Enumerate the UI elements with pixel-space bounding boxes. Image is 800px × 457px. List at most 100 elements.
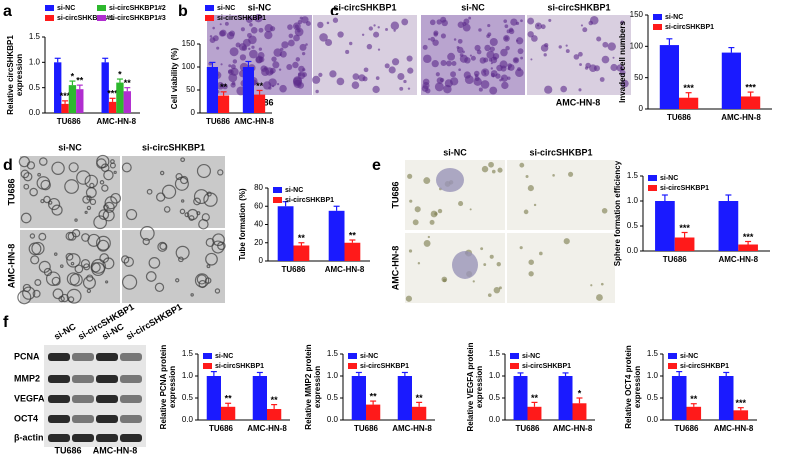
cell bbox=[301, 52, 306, 56]
bar bbox=[671, 376, 687, 420]
cell bbox=[478, 87, 483, 92]
cell bbox=[121, 162, 132, 173]
blot-band bbox=[72, 395, 94, 403]
cell bbox=[103, 204, 109, 210]
y-axis-label: Relative circSHKBP1 bbox=[6, 35, 15, 115]
legend-swatch bbox=[510, 353, 519, 359]
cell bbox=[373, 24, 376, 27]
bar bbox=[206, 376, 221, 420]
legend-label: si-circSHKBP1 bbox=[217, 15, 266, 22]
cell bbox=[401, 18, 409, 26]
cell bbox=[375, 76, 380, 80]
bar bbox=[686, 406, 702, 420]
sphere bbox=[452, 251, 478, 279]
significance: *** bbox=[736, 398, 747, 408]
cell bbox=[580, 24, 584, 27]
cell bbox=[76, 170, 91, 185]
cell bbox=[450, 71, 457, 78]
bar bbox=[412, 406, 427, 420]
cell bbox=[83, 263, 91, 271]
cell bbox=[437, 208, 443, 214]
bar bbox=[558, 376, 573, 420]
legend-label: si-circSHKBP1 bbox=[215, 363, 264, 370]
image-column-label: si-circSHKBP1 bbox=[142, 142, 205, 152]
cell bbox=[30, 255, 40, 265]
cell bbox=[93, 215, 108, 230]
cell bbox=[196, 163, 211, 179]
cell bbox=[193, 189, 209, 205]
y-tick-label: 20 bbox=[254, 238, 263, 247]
y-tick-label: 1.0 bbox=[182, 371, 194, 380]
cell bbox=[516, 37, 524, 45]
cell bbox=[579, 63, 582, 66]
cell bbox=[193, 197, 201, 206]
cell bbox=[500, 74, 508, 82]
cell bbox=[51, 204, 63, 216]
blot-band bbox=[96, 434, 118, 442]
cell bbox=[39, 157, 48, 166]
cell bbox=[498, 286, 502, 290]
y-axis-label: Relative MMP2 protein bbox=[304, 344, 313, 429]
cell bbox=[600, 282, 604, 286]
legend-swatch bbox=[648, 175, 657, 181]
cell bbox=[497, 167, 503, 173]
cell bbox=[264, 30, 273, 40]
cell bbox=[209, 35, 213, 38]
cell bbox=[405, 295, 413, 302]
cell bbox=[249, 22, 253, 27]
bar bbox=[659, 45, 679, 109]
legend-label: si-NC bbox=[215, 353, 233, 360]
legend-swatch bbox=[205, 5, 214, 11]
cell bbox=[530, 58, 533, 61]
cell bbox=[294, 24, 299, 29]
x-tick-label: TU686 bbox=[206, 117, 231, 126]
image-column-label: si-circSHKBP1 bbox=[547, 2, 610, 12]
y-tick-label: 0.0 bbox=[29, 108, 41, 117]
cell bbox=[187, 208, 199, 221]
cell bbox=[69, 273, 83, 287]
y-tick-label: 0.0 bbox=[489, 415, 501, 424]
bar bbox=[718, 376, 734, 420]
cell bbox=[527, 17, 535, 25]
legend-label: si-circSHKBP1 bbox=[522, 363, 571, 370]
cell bbox=[180, 199, 185, 203]
cell bbox=[270, 67, 276, 74]
cell bbox=[91, 262, 106, 276]
cell bbox=[241, 45, 248, 51]
cell bbox=[59, 264, 64, 268]
cell bbox=[450, 77, 459, 86]
legend-label: si-circSHKBP1 bbox=[360, 363, 409, 370]
cell bbox=[179, 208, 186, 215]
significance: *** bbox=[743, 232, 754, 242]
cell bbox=[473, 77, 482, 86]
bar bbox=[351, 376, 366, 420]
cell bbox=[99, 180, 105, 185]
bar bbox=[254, 94, 266, 113]
cell bbox=[216, 81, 225, 90]
micrograph bbox=[507, 233, 615, 303]
significance: ** bbox=[225, 394, 233, 404]
cell bbox=[247, 32, 252, 38]
cell bbox=[53, 252, 58, 256]
cell bbox=[480, 247, 484, 251]
cell bbox=[301, 16, 309, 24]
cell bbox=[65, 252, 74, 261]
cell bbox=[585, 62, 591, 69]
cell bbox=[305, 43, 308, 46]
cell bbox=[619, 69, 626, 76]
cell bbox=[161, 184, 177, 199]
panel-label: d bbox=[3, 157, 13, 174]
image-column-label: si-circSHKBP1 bbox=[333, 2, 396, 12]
bar bbox=[221, 406, 236, 420]
cell bbox=[469, 208, 472, 211]
cell bbox=[565, 49, 570, 54]
cell bbox=[279, 53, 282, 56]
cell bbox=[486, 50, 495, 59]
cell bbox=[64, 179, 79, 194]
cell bbox=[230, 64, 236, 70]
y-tick-label: 1.5 bbox=[489, 349, 501, 358]
bar bbox=[277, 206, 294, 261]
significance: * bbox=[71, 71, 75, 81]
cell bbox=[469, 54, 472, 57]
significance: *** bbox=[60, 91, 71, 101]
